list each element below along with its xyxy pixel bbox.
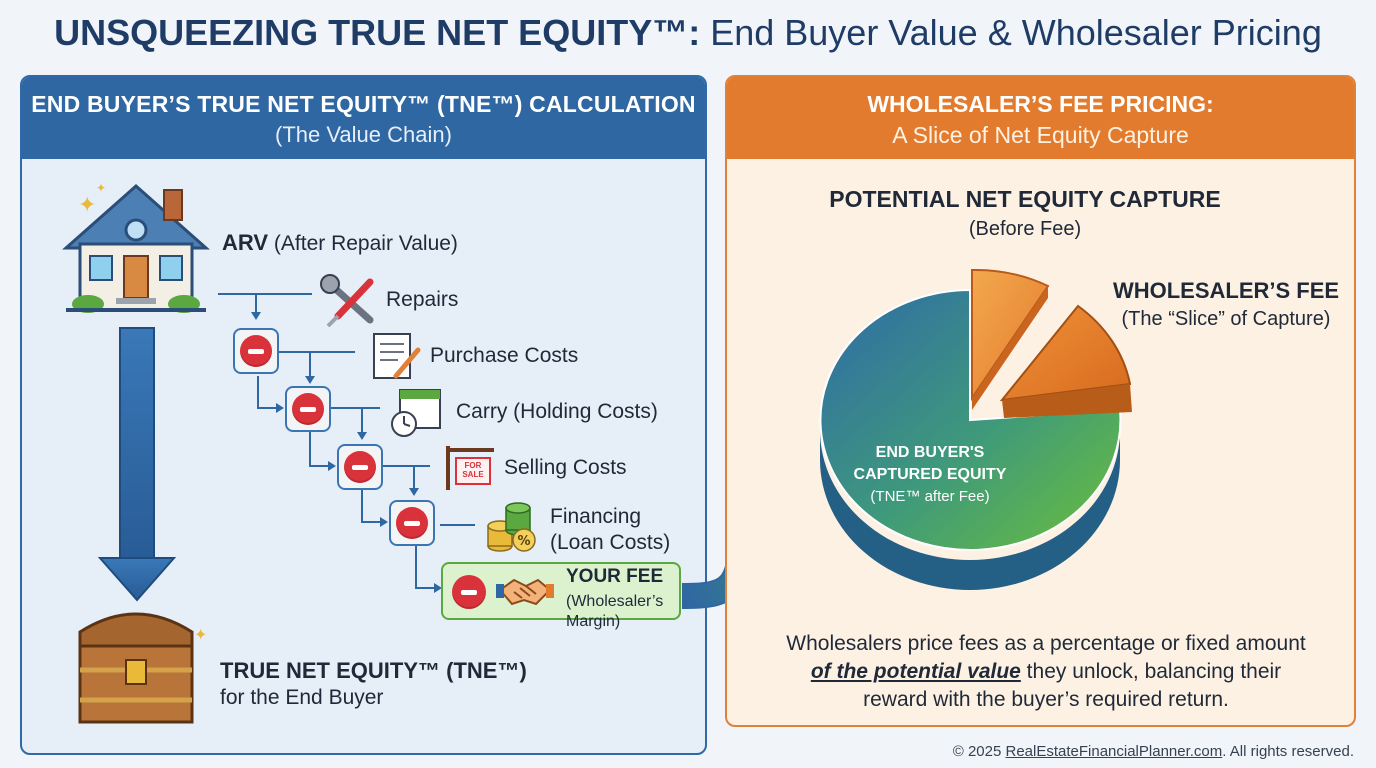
value-chain-heading: END BUYER’S TRUE NET EQUITY™ (TNE™) CALC…: [31, 91, 696, 117]
coins-percent-icon: %: [487, 502, 536, 552]
financing-label-line2: (Loan Costs): [550, 531, 671, 554]
fee-description-line2: of the potential value they unlock, bala…: [740, 658, 1352, 686]
fee-description-line3: reward with the buyer’s required return.: [863, 688, 1229, 711]
handshake-icon: [496, 578, 554, 606]
chain-arrowheads: [251, 312, 442, 593]
calendar-clock-icon: [391, 389, 441, 437]
treasure-chest-icon: ✦: [78, 612, 207, 724]
wholesaler-fee-slice-a: [971, 268, 1050, 402]
page-title-rest: End Buyer Value & Wholesaler Pricing: [710, 12, 1322, 53]
subtract-selling-marker: [389, 500, 435, 546]
fee-slice-subtitle: (The “Slice” of Capture): [1121, 308, 1331, 330]
svg-text:%: %: [517, 534, 530, 549]
minus-icon: [452, 575, 486, 609]
subtract-fee-marker: [452, 575, 486, 609]
copyright-footer: © 2025 RealEstateFinancialPlanner.com. A…: [953, 743, 1354, 760]
arv-label: ARV (After Repair Value): [222, 230, 458, 256]
fee-description-line1: Wholesalers price fees as a percentage o…: [786, 632, 1306, 655]
financing-label: Financing (Loan Costs): [550, 504, 670, 556]
carry-costs-label: Carry (Holding Costs): [456, 400, 658, 423]
captured-equity-slice: [819, 288, 1122, 551]
pie-label-line2: CAPTURED EQUITY: [853, 466, 1007, 483]
house-icon: ✦ ✦: [62, 181, 210, 313]
copyright-prefix: © 2025: [952, 743, 1006, 760]
svg-text:✦: ✦: [194, 625, 207, 644]
page-title: UNSQUEEZING TRUE NET EQUITY™: End Buyer …: [0, 12, 1376, 54]
svg-text:✦: ✦: [96, 181, 106, 195]
arv-label-rest: (After Repair Value): [273, 232, 458, 255]
total-flow-arrow: [97, 327, 177, 602]
fee-slice-title: WHOLESALER’S FEE: [1112, 278, 1340, 303]
copyright-link[interactable]: RealEstateFinancialPlanner.com: [1005, 743, 1223, 760]
financing-label-line1: Financing: [550, 505, 642, 528]
pie-center-label: END BUYER'S CAPTURED EQUITY (TNE™ after …: [840, 442, 1020, 508]
subtract-repairs-marker: [233, 328, 279, 374]
wrench-screwdriver-icon: [320, 274, 374, 328]
minus-icon: [292, 393, 324, 425]
equity-pie: [819, 268, 1132, 590]
capture-title: POTENTIAL NET EQUITY CAPTURE: [829, 186, 1221, 212]
repairs-label: Repairs: [386, 288, 459, 311]
wholesaler-fee-slice-b: [999, 304, 1132, 402]
for-sale-sign-icon: [446, 446, 494, 490]
purchase-costs-label: Purchase Costs: [430, 344, 579, 367]
your-fee-subtitle-line1: (Wholesaler’s: [566, 593, 664, 610]
fee-pricing-heading: WHOLESALER’S FEE PRICING:: [867, 91, 1214, 117]
subtract-purchase-marker: [285, 386, 331, 432]
tne-subtitle: for the End Buyer: [220, 686, 384, 709]
fee-description-emphasis: of the potential value: [810, 660, 1021, 683]
pie-label-line3: (TNE™ after Fee): [870, 488, 990, 505]
your-fee-subtitle: (Wholesaler’s Margin): [566, 592, 663, 632]
value-chain-header: END BUYER’S TRUE NET EQUITY™ (TNE™) CALC…: [22, 77, 705, 159]
page-title-bold: UNSQUEEZING TRUE NET EQUITY™:: [54, 12, 701, 53]
your-fee-title: YOUR FEE: [566, 566, 664, 587]
fee-description: Wholesalers price fees as a percentage o…: [740, 630, 1352, 714]
pie-label-line1: END BUYER'S: [875, 444, 985, 461]
minus-icon: [240, 335, 272, 367]
minus-icon: [344, 451, 376, 483]
subtract-carry-marker: [337, 444, 383, 490]
tne-title: TRUE NET EQUITY™ (TNE™): [220, 658, 527, 683]
for-sale-sign-text: FOR SALE: [457, 461, 489, 479]
for-sale-sign-line2: SALE: [462, 470, 484, 479]
selling-costs-label: Selling Costs: [504, 456, 627, 479]
fee-pricing-subheading: A Slice of Net Equity Capture: [892, 122, 1189, 148]
capture-subtitle: (Before Fee): [968, 218, 1082, 240]
svg-text:✦: ✦: [78, 193, 96, 218]
fee-pricing-header: WHOLESALER’S FEE PRICING: A Slice of Net…: [727, 77, 1354, 159]
your-fee-subtitle-line2: Margin): [566, 613, 621, 630]
value-chain-subheading: (The Value Chain): [275, 122, 452, 147]
arv-label-bold: ARV: [222, 230, 269, 255]
for-sale-sign-line1: FOR: [464, 461, 482, 470]
document-pen-icon: [373, 333, 421, 379]
copyright-suffix: . All rights reserved.: [1222, 743, 1354, 760]
fee-description-line2-rest: they unlock, balancing their: [1020, 660, 1282, 683]
minus-icon: [396, 507, 428, 539]
